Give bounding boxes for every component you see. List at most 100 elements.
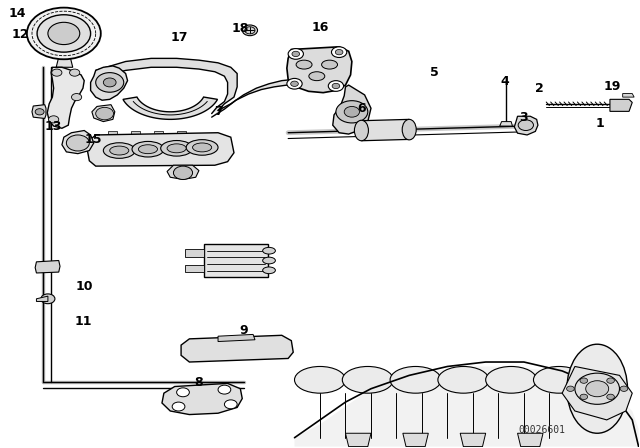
Polygon shape (610, 99, 632, 112)
Circle shape (344, 107, 360, 117)
Text: 9: 9 (239, 324, 248, 337)
Polygon shape (294, 366, 639, 447)
Ellipse shape (193, 143, 212, 152)
Circle shape (37, 15, 91, 52)
Ellipse shape (262, 257, 275, 264)
Circle shape (288, 48, 303, 59)
Circle shape (518, 120, 534, 130)
Text: 14: 14 (8, 7, 26, 20)
Ellipse shape (309, 72, 324, 81)
Text: 18: 18 (232, 22, 249, 35)
Polygon shape (47, 67, 84, 128)
Polygon shape (500, 121, 513, 126)
Circle shape (41, 294, 55, 304)
Circle shape (580, 378, 588, 383)
Circle shape (336, 101, 368, 123)
Ellipse shape (342, 366, 394, 393)
Circle shape (35, 109, 44, 115)
Text: 11: 11 (74, 315, 92, 328)
Ellipse shape (321, 60, 337, 69)
Ellipse shape (138, 145, 157, 154)
Polygon shape (166, 136, 175, 142)
Circle shape (291, 81, 298, 86)
Polygon shape (32, 105, 46, 118)
Ellipse shape (294, 366, 346, 393)
Circle shape (580, 394, 588, 400)
Ellipse shape (186, 140, 218, 155)
Polygon shape (562, 366, 632, 420)
Ellipse shape (161, 141, 193, 156)
Circle shape (566, 386, 574, 392)
Circle shape (607, 378, 614, 383)
Polygon shape (35, 260, 60, 273)
Circle shape (173, 166, 193, 180)
Circle shape (620, 386, 628, 392)
Ellipse shape (132, 142, 164, 157)
Text: 10: 10 (76, 280, 93, 293)
Circle shape (67, 135, 90, 151)
Polygon shape (218, 334, 255, 341)
Ellipse shape (109, 146, 129, 155)
Circle shape (72, 94, 82, 101)
Polygon shape (36, 296, 48, 302)
Polygon shape (120, 136, 129, 142)
Polygon shape (623, 94, 634, 97)
Polygon shape (154, 130, 163, 137)
Circle shape (586, 381, 609, 397)
Circle shape (607, 394, 614, 400)
Polygon shape (346, 433, 371, 447)
Ellipse shape (486, 366, 537, 393)
Ellipse shape (567, 344, 627, 433)
Circle shape (332, 47, 347, 57)
Ellipse shape (402, 119, 416, 140)
Polygon shape (185, 250, 204, 257)
Polygon shape (143, 136, 152, 142)
Polygon shape (131, 130, 140, 137)
Polygon shape (189, 136, 198, 142)
Polygon shape (181, 335, 293, 362)
Circle shape (48, 22, 80, 44)
Text: 3: 3 (520, 111, 528, 124)
Circle shape (335, 49, 343, 55)
Polygon shape (123, 97, 218, 119)
Polygon shape (403, 433, 428, 447)
Text: 1: 1 (596, 117, 605, 130)
Polygon shape (212, 79, 294, 117)
Circle shape (218, 385, 231, 394)
Text: 12: 12 (12, 28, 29, 41)
Polygon shape (204, 244, 268, 277)
Circle shape (52, 69, 62, 76)
Polygon shape (362, 119, 409, 141)
Circle shape (287, 78, 302, 89)
Ellipse shape (103, 143, 135, 158)
Circle shape (328, 81, 344, 91)
Polygon shape (177, 130, 186, 137)
Ellipse shape (355, 120, 369, 141)
Polygon shape (91, 66, 127, 100)
Circle shape (575, 373, 620, 404)
Polygon shape (185, 265, 204, 272)
Circle shape (49, 116, 59, 123)
Polygon shape (518, 433, 543, 447)
Circle shape (103, 78, 116, 87)
Text: 16: 16 (311, 21, 329, 34)
Polygon shape (56, 57, 73, 67)
Circle shape (177, 388, 189, 397)
Circle shape (225, 400, 237, 409)
Text: 4: 4 (500, 75, 509, 88)
Ellipse shape (296, 60, 312, 69)
Polygon shape (333, 85, 371, 134)
Polygon shape (108, 130, 117, 137)
Polygon shape (96, 58, 237, 114)
Text: 13: 13 (45, 120, 62, 133)
Text: 7: 7 (214, 105, 223, 118)
Circle shape (70, 69, 80, 76)
Polygon shape (162, 383, 243, 414)
Ellipse shape (438, 366, 489, 393)
Text: 19: 19 (603, 80, 621, 93)
Text: 5: 5 (430, 66, 439, 79)
Text: 15: 15 (85, 133, 102, 146)
Ellipse shape (262, 247, 275, 254)
Text: 00026601: 00026601 (518, 425, 565, 435)
Circle shape (172, 402, 185, 411)
